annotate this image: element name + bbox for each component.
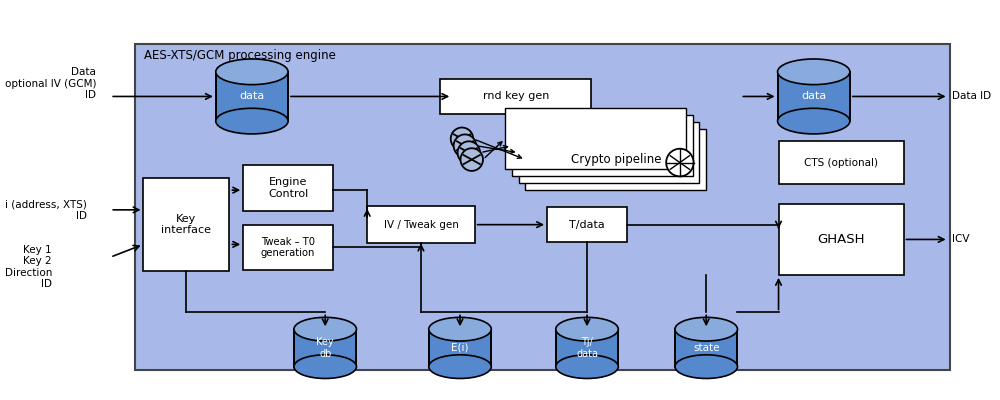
Text: T/data: T/data (569, 220, 605, 230)
Circle shape (461, 148, 483, 171)
Text: GHASH: GHASH (817, 233, 865, 246)
Bar (143, 178, 229, 272)
Ellipse shape (216, 108, 288, 134)
Ellipse shape (429, 317, 491, 341)
Bar (525, 129, 706, 190)
Text: Data
optional IV (GCM)
ID: Data optional IV (GCM) ID (5, 67, 96, 100)
Circle shape (458, 141, 480, 164)
Bar (243, 225, 333, 270)
Text: Key
interface: Key interface (161, 214, 211, 236)
Ellipse shape (429, 355, 491, 378)
Text: ICV: ICV (952, 234, 970, 244)
Text: Tweak – T0
generation: Tweak – T0 generation (261, 236, 315, 258)
Text: AES-XTS/GCM processing engine: AES-XTS/GCM processing engine (144, 49, 336, 62)
Text: Key 1
Key 2
Direction
ID: Key 1 Key 2 Direction ID (5, 245, 52, 290)
Bar (505, 108, 686, 170)
Text: IV / Tweak gen: IV / Tweak gen (384, 220, 458, 230)
Text: Engine
Control: Engine Control (268, 177, 308, 199)
Text: CTS (optional): CTS (optional) (804, 158, 878, 168)
Ellipse shape (778, 108, 850, 134)
Circle shape (666, 149, 694, 176)
Text: Crypto pipeline: Crypto pipeline (571, 153, 661, 166)
Ellipse shape (556, 317, 618, 341)
Bar (519, 122, 699, 183)
Bar (429, 329, 491, 367)
Bar (675, 329, 737, 367)
Ellipse shape (675, 355, 737, 378)
Text: state: state (693, 343, 719, 353)
Bar (779, 204, 904, 275)
Text: E(i): E(i) (451, 343, 469, 353)
Ellipse shape (556, 355, 618, 378)
Bar (778, 72, 850, 121)
Bar (216, 72, 288, 121)
Circle shape (451, 128, 473, 150)
Text: rnd key gen: rnd key gen (483, 92, 549, 102)
Bar (556, 329, 618, 367)
Text: Data ID: Data ID (952, 92, 992, 102)
Ellipse shape (675, 317, 737, 341)
Bar (294, 329, 356, 367)
Bar (440, 79, 591, 114)
Text: Key
db: Key db (316, 337, 334, 359)
Bar (243, 166, 333, 211)
Ellipse shape (294, 355, 356, 378)
Text: Tj/
data: Tj/ data (576, 337, 598, 359)
Bar (135, 44, 950, 370)
Bar (367, 206, 475, 243)
Bar (547, 207, 627, 242)
Bar (779, 141, 904, 184)
Ellipse shape (216, 59, 288, 85)
Text: data: data (239, 92, 265, 102)
Bar (512, 115, 693, 176)
Circle shape (454, 134, 476, 157)
Text: data: data (801, 92, 826, 102)
Ellipse shape (294, 317, 356, 341)
Ellipse shape (778, 59, 850, 85)
Text: i (address, XTS)
ID: i (address, XTS) ID (5, 199, 87, 221)
